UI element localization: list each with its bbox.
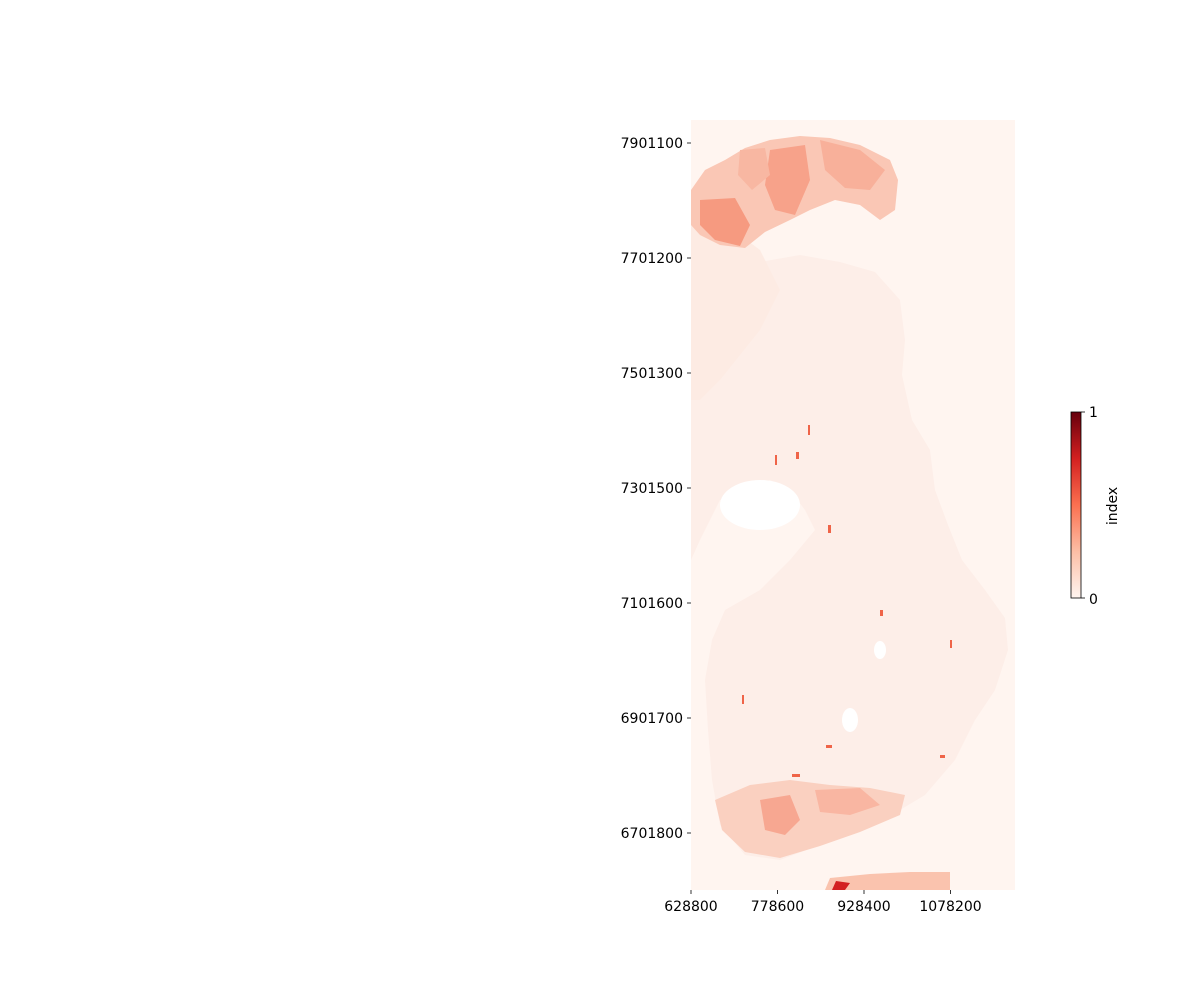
lake-3 (874, 641, 886, 659)
x-axis: 628800 778600 928400 1078200 (664, 890, 982, 915)
y-tick-label: 7501300 (621, 366, 683, 382)
land-north-patch-3 (820, 140, 885, 190)
colorbar-max-label: 1 (1089, 405, 1098, 421)
hotspots (742, 425, 952, 777)
y-tick-label: 7101600 (621, 596, 683, 612)
land-south-patch-2 (815, 788, 880, 815)
land-north-patch-4 (738, 148, 770, 190)
colorbar-min-label: 0 (1089, 592, 1098, 608)
x-tick-label: 1078200 (919, 899, 981, 915)
x-tick-label: 928400 (837, 899, 890, 915)
x-tick-label: 628800 (664, 899, 717, 915)
y-tick-label: 7701200 (621, 251, 683, 267)
y-tick-label: 7901100 (621, 136, 683, 152)
land-estonia-fragment (825, 872, 950, 890)
colorbar-gradient (1070, 411, 1082, 599)
colorbar-label: index (1105, 487, 1121, 525)
land-south-patch-1 (760, 795, 800, 835)
colorbar: 1 0 index (1070, 405, 1121, 608)
land-north-patch-2 (765, 145, 810, 215)
x-tick-label: 778600 (751, 899, 804, 915)
land-mainland (691, 255, 1008, 860)
land-north-patch-1 (700, 198, 750, 246)
land-west-strip (691, 195, 780, 400)
y-axis: 7901100 7701200 7501300 7301500 7101600 69017… (621, 136, 691, 842)
lake-1 (720, 480, 800, 530)
map-raster (691, 136, 1008, 890)
y-tick-label: 6901700 (621, 711, 683, 727)
land-estonia-hotspot (832, 881, 850, 890)
lake-2 (842, 708, 858, 732)
y-tick-label: 7301500 (621, 481, 683, 497)
y-tick-label: 6701800 (621, 826, 683, 842)
